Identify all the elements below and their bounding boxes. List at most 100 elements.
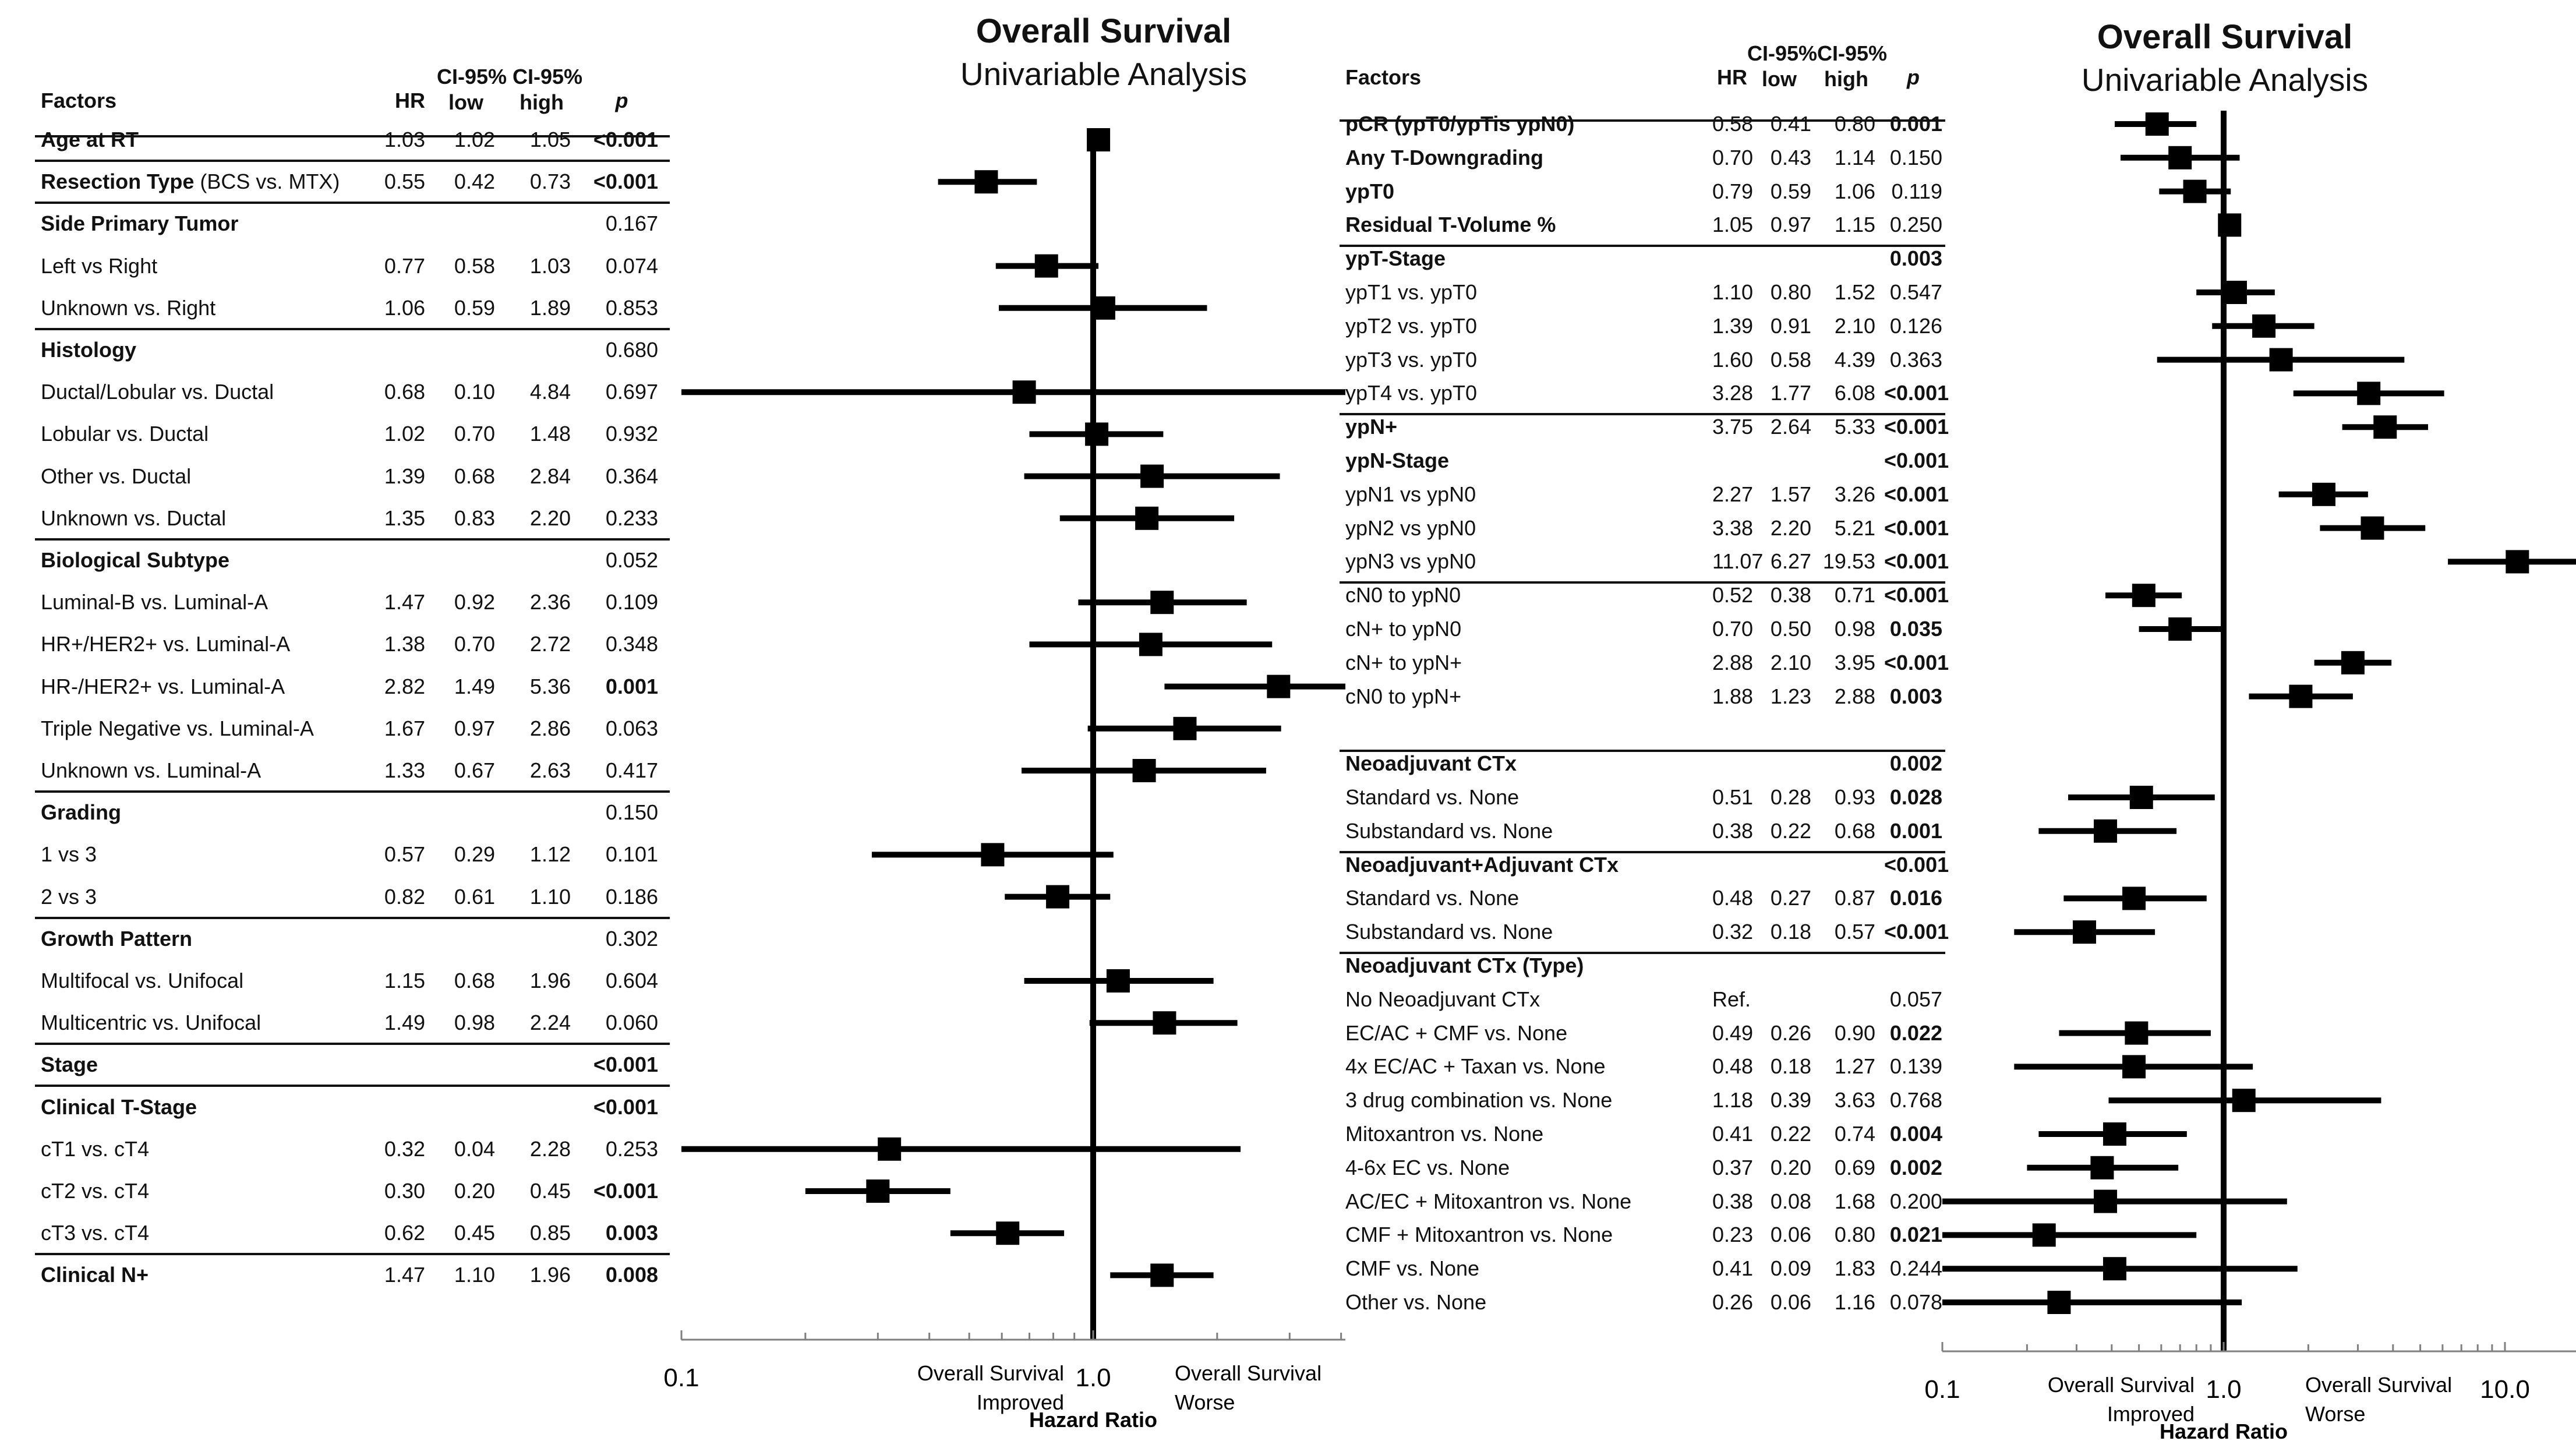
note-worse: Overall Survival xyxy=(2305,1373,2452,1397)
ci-high-value: 2.88 xyxy=(1834,684,1875,708)
chart-title: Overall Survival xyxy=(976,12,1232,50)
ci-high-value: 1.03 xyxy=(529,253,571,278)
factor-label: HR+/HER2+ vs. Luminal-A xyxy=(41,632,291,656)
ci-high-value: 2.28 xyxy=(529,1136,571,1161)
ci-high-value: 0.71 xyxy=(1834,583,1875,608)
factor-label: Standard vs. None xyxy=(1345,886,1520,910)
p-value: <0.001 xyxy=(593,1094,658,1119)
ci-low-value: 0.26 xyxy=(1770,1020,1811,1045)
ci-low-value: 0.22 xyxy=(1770,818,1811,843)
p-value: <0.001 xyxy=(593,128,658,151)
hr-marker xyxy=(1267,674,1291,698)
hr-value: 1.88 xyxy=(1712,684,1754,708)
hr-marker xyxy=(2122,1055,2146,1079)
factor-label: cN0 to ypN0 xyxy=(1345,583,1461,608)
factor-label: CMF vs. None xyxy=(1345,1256,1480,1281)
factor-label: Neoadjuvant CTx (Type) xyxy=(1345,953,1584,977)
ci-low-value: 2.10 xyxy=(1770,650,1811,674)
ci-high-value: 0.45 xyxy=(529,1179,571,1203)
note-improved: Improved xyxy=(2107,1402,2195,1426)
hr-value: 0.77 xyxy=(384,253,425,278)
p-value: 0.060 xyxy=(605,1011,658,1035)
hr-marker xyxy=(1135,506,1159,530)
factor-label: cT3 vs. cT4 xyxy=(41,1221,150,1245)
ci-low-value: 0.67 xyxy=(454,758,495,782)
table-row: Mitoxantron vs. None 0.41 0.22 0.74 0.004 xyxy=(1340,1113,1945,1155)
factor-label: cT2 vs. cT4 xyxy=(41,1179,150,1203)
hr-value: 0.32 xyxy=(1712,920,1754,944)
hr-value: 0.57 xyxy=(384,842,425,867)
x-tick-label: 0.1 xyxy=(1924,1375,1960,1404)
ci-high-value: 5.36 xyxy=(529,674,571,698)
ci-low-value: 2.20 xyxy=(1770,515,1811,540)
ci-high-value: 2.84 xyxy=(529,464,571,488)
x-tick-label: 0.1 xyxy=(663,1364,699,1392)
ci-high-value: 0.68 xyxy=(1834,818,1875,843)
hr-value: 1.05 xyxy=(1712,213,1754,237)
group-rule xyxy=(1340,850,1945,853)
hr-marker xyxy=(2145,112,2169,136)
hr-marker xyxy=(878,1137,902,1161)
table-row: Growth Pattern 0.302 xyxy=(35,918,670,960)
hr-marker xyxy=(2232,1089,2256,1113)
ci-high-value: 4.39 xyxy=(1834,347,1875,372)
hr-marker xyxy=(2361,516,2384,540)
group-rule xyxy=(1340,952,1945,955)
factor-label: Other vs. None xyxy=(1345,1290,1487,1314)
hr-marker xyxy=(1140,464,1164,488)
note-worse: Worse xyxy=(1175,1390,1235,1414)
p-value: 0.001 xyxy=(1889,818,1942,843)
ci-low-value: 0.41 xyxy=(1770,112,1811,136)
factor-label: ypN-Stage xyxy=(1345,448,1450,472)
hr-value: 0.58 xyxy=(1712,112,1754,136)
hr-value: 0.26 xyxy=(1712,1290,1754,1314)
x-axis-label: Hazard Ratio xyxy=(1029,1408,1157,1432)
factor-label: cN0 to ypN+ xyxy=(1345,684,1462,708)
table-row: No Neoadjuvant CTx Ref. 0.057 xyxy=(1340,979,1945,1020)
factor-label: Standard vs. None xyxy=(1345,785,1520,809)
p-value: 0.150 xyxy=(605,800,658,825)
ci-high-value: 5.33 xyxy=(1834,415,1875,439)
factor-label: 2 vs 3 xyxy=(41,884,97,909)
forest-plot-area-right: 0.1 1.0 10.0 Hazard Ratio Overall Survival Im… xyxy=(1924,111,2576,1443)
p-value: 0.078 xyxy=(1889,1290,1942,1314)
col-header-hr: HR xyxy=(395,89,425,112)
factor-label: Other vs. Ductal xyxy=(41,464,192,488)
factor-label: Luminal-B vs. Luminal-A xyxy=(41,590,268,614)
table-row: cT1 vs. cT4 0.32 0.04 2.28 0.253 xyxy=(35,1128,670,1170)
ci-high-value: 1.83 xyxy=(1834,1256,1875,1281)
factor-label: Ductal/Lobular vs. Ductal xyxy=(41,380,274,404)
note-worse: Worse xyxy=(2305,1402,2365,1426)
hr-marker xyxy=(2218,213,2242,237)
p-value: 0.364 xyxy=(605,464,658,488)
factor-label: Substandard vs. None xyxy=(1345,818,1553,843)
ci-high-value: 6.08 xyxy=(1834,381,1875,405)
factor-label: ypT4 vs. ypT0 xyxy=(1345,381,1478,405)
factor-label: Triple Negative vs. Luminal-A xyxy=(41,716,314,740)
p-value: 0.001 xyxy=(605,674,658,698)
p-value: 0.022 xyxy=(1889,1020,1942,1045)
hr-value: 3.28 xyxy=(1712,381,1754,405)
p-value: <0.001 xyxy=(1884,852,1949,877)
factor-label: Residual T-Volume % xyxy=(1345,213,1556,237)
hr-value: 0.51 xyxy=(1712,785,1754,809)
chart-subtitle: Univariable Analysis xyxy=(2081,62,2369,98)
factor-label: EC/AC + CMF vs. None xyxy=(1345,1020,1568,1045)
hr-marker xyxy=(1034,254,1058,278)
ci-high-value: 2.20 xyxy=(529,506,571,530)
table-row: EC/AC + CMF vs. None 0.49 0.26 0.90 0.022 xyxy=(1340,1012,1945,1054)
table-row: cN+ to ypN0 0.70 0.50 0.98 0.035 xyxy=(1340,608,1945,650)
ci-high-value: 0.80 xyxy=(1834,112,1875,136)
p-value: 0.233 xyxy=(605,506,658,530)
ci-low-value: 0.68 xyxy=(454,464,495,488)
p-value: 0.853 xyxy=(605,295,658,320)
hr-value: 1.02 xyxy=(384,422,425,446)
ci-high-value: 1.12 xyxy=(529,842,571,867)
chart-title: Overall Survival xyxy=(2097,18,2353,56)
hr-marker xyxy=(1153,1011,1176,1035)
table-row: cN+ to ypN+ 2.88 2.10 3.95 <0.001 xyxy=(1340,642,1949,684)
table-row: 4-6x EC vs. None 0.37 0.20 0.69 0.002 xyxy=(1340,1147,1945,1189)
factor-label: 4-6x EC vs. None xyxy=(1345,1155,1510,1179)
table-row: ypT0 0.79 0.59 1.06 0.119 xyxy=(1340,171,1945,213)
ci-high-value: 1.10 xyxy=(529,884,571,909)
